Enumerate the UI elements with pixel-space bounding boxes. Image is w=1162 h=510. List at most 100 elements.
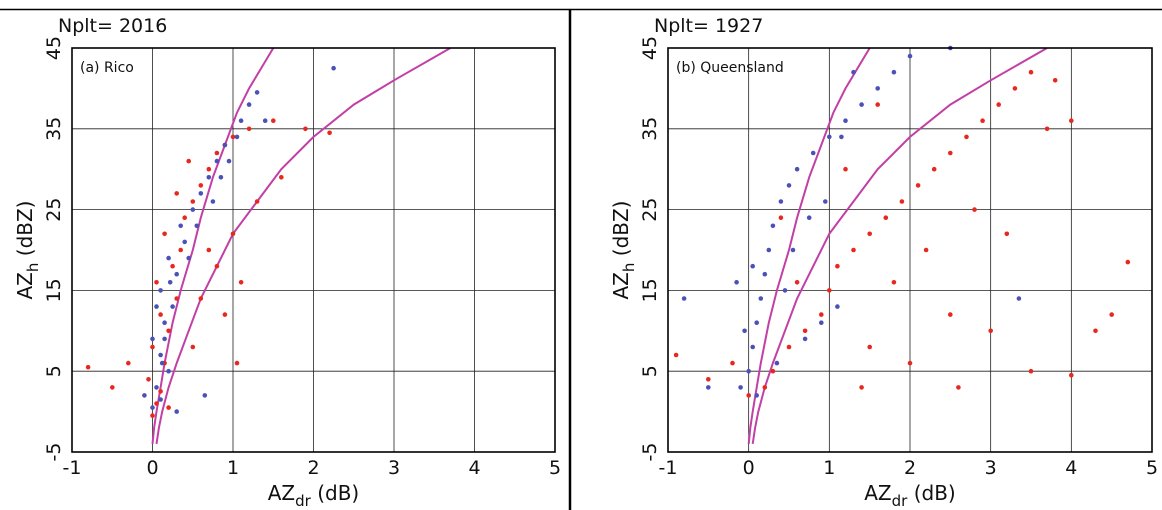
red-point bbox=[730, 360, 735, 366]
red-point bbox=[234, 360, 240, 366]
blue-point bbox=[182, 239, 187, 245]
blue-point bbox=[810, 150, 816, 156]
red-point bbox=[206, 166, 212, 172]
blue-point bbox=[746, 368, 751, 374]
y-tick-label: 25 bbox=[639, 198, 661, 222]
red-point bbox=[891, 280, 897, 285]
red-point bbox=[238, 280, 244, 285]
red-point bbox=[923, 247, 929, 253]
blue-point bbox=[262, 118, 268, 123]
red-point bbox=[1028, 368, 1034, 374]
y-tick-label: 35 bbox=[639, 117, 661, 141]
nplt-label: Nplt= 2016 bbox=[58, 15, 167, 37]
red-point bbox=[1004, 231, 1010, 237]
red-point bbox=[214, 150, 220, 156]
red-point bbox=[851, 247, 856, 253]
red-point bbox=[859, 385, 864, 390]
blue-point bbox=[742, 328, 747, 334]
red-point bbox=[198, 296, 204, 301]
red-point bbox=[1069, 118, 1074, 123]
blue-point bbox=[158, 288, 163, 293]
blue-point bbox=[750, 263, 755, 269]
blue-point bbox=[839, 134, 844, 140]
blue-point bbox=[150, 336, 155, 342]
blue-point bbox=[194, 223, 200, 229]
red-point bbox=[271, 118, 276, 123]
red-point bbox=[1028, 69, 1034, 75]
red-point bbox=[827, 288, 832, 293]
blue-point bbox=[159, 360, 165, 366]
blue-point bbox=[246, 102, 252, 107]
blue-point bbox=[851, 69, 856, 75]
y-axis-label: AZh (dBZ) bbox=[13, 201, 42, 300]
y-axis-label-sub: h bbox=[24, 263, 42, 273]
blue-point bbox=[166, 368, 171, 374]
red-point bbox=[972, 207, 977, 212]
plot-frame bbox=[71, 47, 556, 453]
blue-point bbox=[770, 223, 776, 229]
red-point bbox=[867, 231, 872, 237]
red-point bbox=[996, 102, 1001, 107]
y-axis-label-unit: (dBZ) bbox=[609, 201, 633, 263]
blue-point bbox=[762, 271, 768, 277]
x-tick-label: 1 bbox=[227, 457, 239, 479]
red-point bbox=[875, 102, 880, 107]
blue-point bbox=[174, 409, 179, 414]
x-tick-label: 0 bbox=[743, 457, 755, 479]
red-point bbox=[166, 405, 171, 410]
blue-point bbox=[202, 393, 208, 398]
red-point bbox=[907, 360, 913, 366]
blue-point bbox=[331, 65, 336, 71]
x-axis-label-unit: (dB) bbox=[907, 481, 955, 505]
red-point bbox=[174, 191, 179, 196]
blue-point bbox=[214, 158, 220, 164]
red-point bbox=[964, 134, 969, 140]
red-point bbox=[948, 312, 953, 317]
x-tick-label: 3 bbox=[388, 457, 400, 479]
red-point bbox=[110, 385, 115, 390]
red-point bbox=[214, 263, 220, 269]
x-axis-label-sub: dr bbox=[892, 492, 909, 510]
blue-point bbox=[158, 352, 163, 358]
blue-point bbox=[190, 207, 196, 212]
blue-point bbox=[734, 280, 739, 285]
red-point bbox=[178, 247, 183, 253]
red-point bbox=[206, 247, 212, 253]
blue-point bbox=[907, 53, 913, 59]
red-point bbox=[327, 130, 332, 136]
x-tick-label: 3 bbox=[985, 457, 997, 479]
red-point bbox=[126, 360, 131, 366]
red-point bbox=[254, 199, 260, 204]
blue-point bbox=[823, 199, 828, 204]
x-tick-label: 4 bbox=[468, 457, 480, 479]
red-point bbox=[883, 215, 889, 220]
blue-point bbox=[819, 320, 824, 326]
fit-curve-1 bbox=[151, 47, 275, 444]
blue-point bbox=[222, 142, 228, 148]
red-point bbox=[915, 183, 921, 188]
blue-point bbox=[754, 393, 759, 398]
blue-point bbox=[166, 255, 171, 261]
blue-point bbox=[142, 393, 147, 398]
x-tick-label: 1 bbox=[823, 457, 835, 479]
y-tick-label: 15 bbox=[43, 278, 65, 302]
y-axis-label-main: AZ bbox=[13, 272, 37, 299]
blue-point bbox=[162, 336, 167, 342]
x-axis-label: AZdr (dB) bbox=[864, 481, 955, 510]
x-tick-label: 2 bbox=[307, 457, 319, 479]
red-point bbox=[794, 280, 800, 285]
red-point bbox=[673, 352, 679, 358]
y-tick-label: 45 bbox=[43, 36, 65, 60]
blue-point bbox=[774, 360, 780, 366]
blue-point bbox=[806, 215, 812, 220]
red-point bbox=[182, 215, 187, 220]
blue-point bbox=[738, 385, 743, 390]
red-point bbox=[1069, 372, 1074, 378]
red-point bbox=[162, 231, 167, 237]
x-tick-label: 5 bbox=[549, 457, 561, 479]
red-point bbox=[762, 385, 768, 390]
blue-point bbox=[162, 320, 167, 326]
red-point bbox=[867, 344, 872, 350]
blue-point bbox=[206, 175, 212, 180]
